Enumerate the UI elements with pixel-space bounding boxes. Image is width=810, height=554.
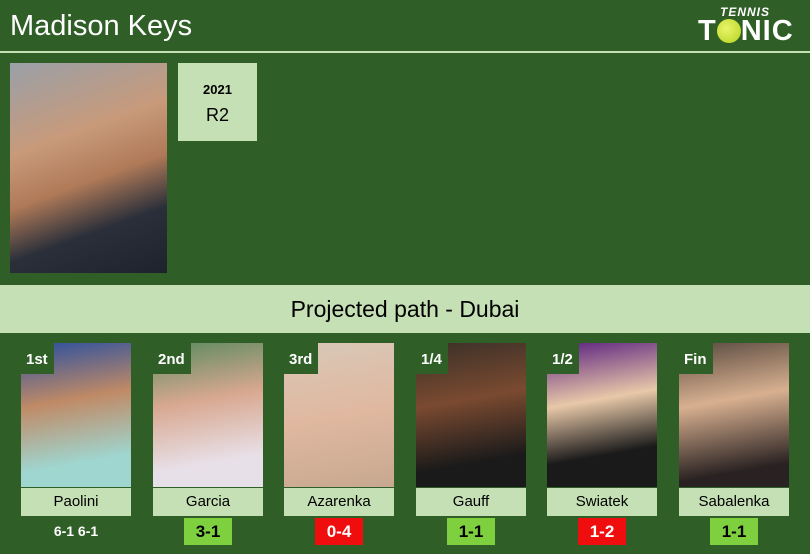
round-label: 1st [21,343,54,374]
divider [0,51,810,53]
opponent-card: 1/2 Swiatek 1-2 [547,343,657,545]
opponent-name: Sabalenka [679,488,789,516]
opponent-photo: 3rd [284,343,394,487]
h2h-score: 6-1 6-1 [53,523,99,539]
result: R2 [205,105,229,125]
opponent-photo: 2nd [153,343,263,487]
opponent-photo: 1/4 [416,343,526,487]
year: 2021 [203,82,232,97]
opponent-photo: 1/2 [547,343,657,487]
tennis-tonic-logo: TENNIS T NIC [698,5,794,47]
opponent-photo: 1st [21,343,131,487]
h2h-score: 0-4 [315,518,363,545]
h2h-score: 1-2 [578,518,626,545]
year-result-box: 2021 R2 [178,63,257,141]
opponent-name: Swiatek [547,488,657,516]
h2h-score: 3-1 [184,518,232,545]
opponent-photo: Fin [679,343,789,487]
page-title: Madison Keys [10,10,193,42]
opponent-name: Garcia [153,488,263,516]
tennis-ball-icon [716,19,741,43]
opponent-name: Gauff [416,488,526,516]
round-label: 1/4 [416,343,448,374]
opponent-name: Paolini [21,488,131,516]
player-photo [10,63,167,273]
round-label: 1/2 [547,343,579,374]
h2h-score: 1-1 [710,518,758,545]
round-label: 2nd [153,343,191,374]
opponent-name: Azarenka [284,488,394,516]
opponent-card: Fin Sabalenka 1-1 [679,343,789,545]
section-title: Projected path - Dubai [0,285,810,333]
round-label: Fin [679,343,713,374]
opponent-card: 3rd Azarenka 0-4 [284,343,394,545]
round-label: 3rd [284,343,319,374]
opponent-card: 2nd Garcia 3-1 [153,343,263,545]
opponent-card: 1/4 Gauff 1-1 [416,343,526,545]
h2h-score: 1-1 [447,518,495,545]
opponent-card: 1st Paolini 6-1 6-1 [21,343,131,545]
